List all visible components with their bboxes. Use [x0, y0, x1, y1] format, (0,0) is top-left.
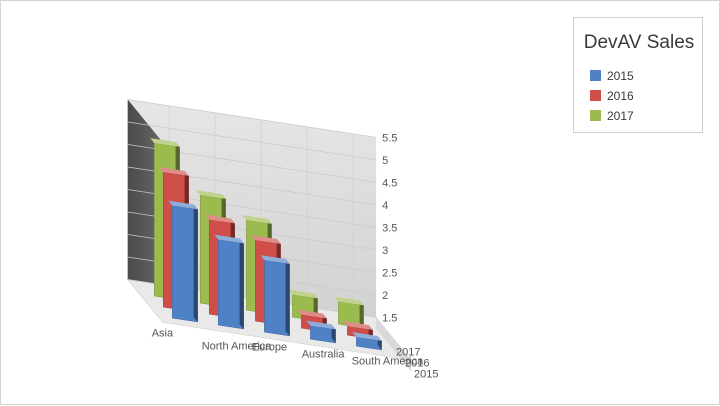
- chart-title: DevAV Sales: [583, 32, 695, 53]
- chart-legend: DevAV Sales 2015 2016 2017: [573, 17, 703, 133]
- floor-edge: [376, 317, 412, 372]
- category-label: Europe: [252, 341, 287, 353]
- y-tick-label-2.5: 2.5: [382, 267, 397, 279]
- series-axis-label-2017: 2017: [396, 346, 420, 358]
- y-tick-label-4: 4: [382, 200, 388, 212]
- category-label: Asia: [152, 327, 174, 339]
- y-tick-label-2: 2: [382, 290, 388, 302]
- legend-label: 2015: [607, 69, 634, 83]
- category-label: Australia: [302, 348, 346, 360]
- bar-2015-australia: [306, 320, 336, 344]
- bar-2015-asia: [168, 200, 198, 323]
- bar-2015-north-america: [214, 234, 244, 330]
- y-tick-label-5.5: 5.5: [382, 132, 397, 144]
- legend-swatch: [590, 90, 601, 101]
- bar-2015-south-america: [352, 332, 382, 351]
- category-label: South America: [352, 355, 424, 367]
- chart-bars: [150, 138, 382, 351]
- legend-swatch: [590, 70, 601, 81]
- category-label: North America: [202, 340, 273, 352]
- y-tick-label-3: 3: [382, 245, 388, 257]
- legend-label: 2017: [607, 109, 634, 123]
- y-tick-label-4.5: 4.5: [382, 177, 397, 189]
- y-tick-label-3.5: 3.5: [382, 222, 397, 234]
- y-tick-label-1.5: 1.5: [382, 312, 397, 324]
- series-axis-label-2015: 2015: [414, 368, 438, 380]
- y-axis-tick-labels: 1.5 2 2.5 3 3.5 4 4.5 5 5.5: [382, 132, 397, 324]
- bar-2015-europe: [260, 255, 290, 337]
- series-axis-label-2016: 2016: [405, 357, 429, 369]
- y-tick-label-5: 5: [382, 155, 388, 167]
- side-wall: [127, 99, 163, 323]
- legend-label: 2016: [607, 89, 634, 103]
- legend-swatch: [590, 110, 601, 121]
